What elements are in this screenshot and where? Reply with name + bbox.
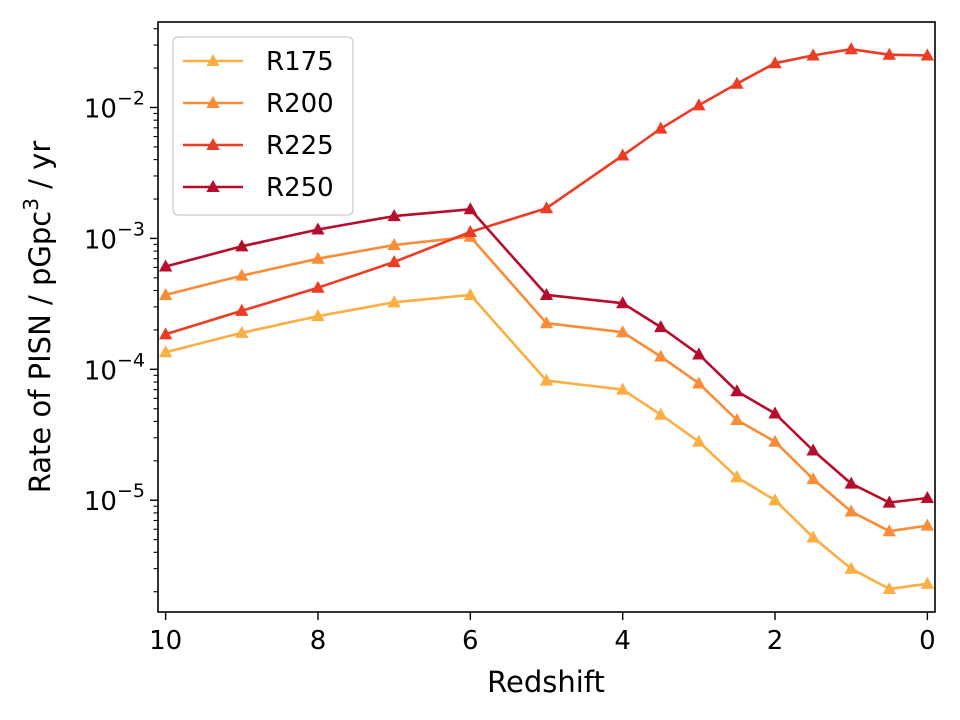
x-tick-label: 6 (462, 626, 479, 656)
data-point (235, 303, 249, 316)
legend-marker (206, 180, 220, 193)
legend-label: R200 (266, 89, 334, 119)
data-point (616, 296, 630, 309)
plot-frame (157, 21, 936, 613)
x-tick-label: 8 (310, 626, 327, 656)
data-point (539, 287, 554, 300)
data-point (692, 434, 706, 447)
y-axis-label: Rate of PISN / pGpc3 / yr (19, 141, 57, 494)
data-point (654, 121, 668, 134)
series-group (158, 42, 935, 594)
y-tick-labels: 10−2 10−3 10−4 10−5 (84, 88, 145, 518)
legend-label: R175 (266, 47, 334, 77)
data-point (311, 280, 325, 293)
data-point (654, 407, 668, 420)
data-point (654, 349, 668, 362)
legend-entry-R250: R250 (183, 173, 334, 203)
data-point (158, 345, 173, 358)
legend-marker (206, 54, 220, 67)
data-point (311, 222, 325, 235)
legend-marker (206, 138, 220, 151)
data-point (920, 490, 935, 504)
data-point (235, 325, 249, 338)
legend-label: R250 (266, 173, 334, 203)
data-point (158, 287, 173, 300)
data-point (692, 376, 706, 389)
series-R200 (158, 229, 935, 537)
x-axis-label: Redshift (487, 665, 605, 699)
y-tick-label: 10−2 (84, 88, 145, 125)
data-point (235, 239, 249, 252)
legend-entry-R200: R200 (183, 89, 334, 119)
data-point (920, 518, 935, 531)
legend-label: R225 (266, 131, 334, 161)
data-point (844, 504, 858, 517)
data-point (730, 413, 744, 426)
data-point (311, 309, 325, 322)
x-tick-label: 10 (149, 626, 182, 656)
data-point (158, 327, 173, 340)
series-R250 (158, 202, 935, 508)
major-ticks (150, 106, 929, 620)
data-point (463, 202, 477, 215)
legend-entry-R225: R225 (183, 131, 334, 161)
legend: R175 R200 R225 R250 (172, 36, 354, 216)
data-point (730, 470, 744, 483)
legend-marker (206, 96, 220, 109)
x-tick-labels: 10 8 6 4 2 0 (149, 626, 936, 656)
data-point (387, 209, 401, 222)
x-tick-label: 0 (919, 626, 936, 656)
data-point (235, 268, 249, 281)
data-point (692, 347, 706, 360)
data-point (463, 224, 477, 238)
data-point (387, 295, 401, 308)
data-point (616, 148, 630, 161)
y-tick-label: 10−4 (84, 349, 145, 386)
data-point (920, 576, 935, 589)
data-point (768, 434, 782, 447)
legend-entry-R175: R175 (183, 47, 334, 77)
data-point (311, 251, 325, 264)
data-point (463, 287, 477, 300)
x-tick-label: 4 (614, 626, 631, 656)
data-point (539, 201, 554, 214)
data-point (882, 47, 896, 60)
data-point (844, 476, 858, 489)
data-point (730, 384, 744, 397)
data-point (768, 56, 782, 69)
data-point (806, 530, 820, 543)
data-point (158, 259, 173, 272)
data-point (616, 382, 630, 395)
data-point (539, 373, 554, 386)
data-point (882, 581, 896, 594)
data-point (844, 42, 858, 55)
series-R175 (158, 287, 935, 594)
data-point (806, 472, 820, 485)
data-point (806, 443, 820, 456)
data-point (730, 76, 744, 89)
legend-frame (172, 36, 354, 216)
x-tick-label: 2 (767, 626, 784, 656)
data-point (844, 561, 858, 574)
data-point (387, 255, 401, 268)
data-point (539, 316, 554, 329)
data-point (768, 493, 782, 506)
data-point (882, 524, 896, 537)
data-point (616, 325, 630, 338)
data-point (387, 238, 401, 251)
y-tick-label: 10−5 (84, 480, 145, 517)
data-point (806, 48, 820, 61)
y-tick-label: 10−3 (84, 218, 145, 255)
data-point (920, 48, 935, 61)
series-R225 (158, 42, 935, 340)
data-point (882, 495, 896, 508)
data-point (654, 320, 668, 333)
data-point (768, 406, 782, 419)
data-point (692, 98, 706, 111)
